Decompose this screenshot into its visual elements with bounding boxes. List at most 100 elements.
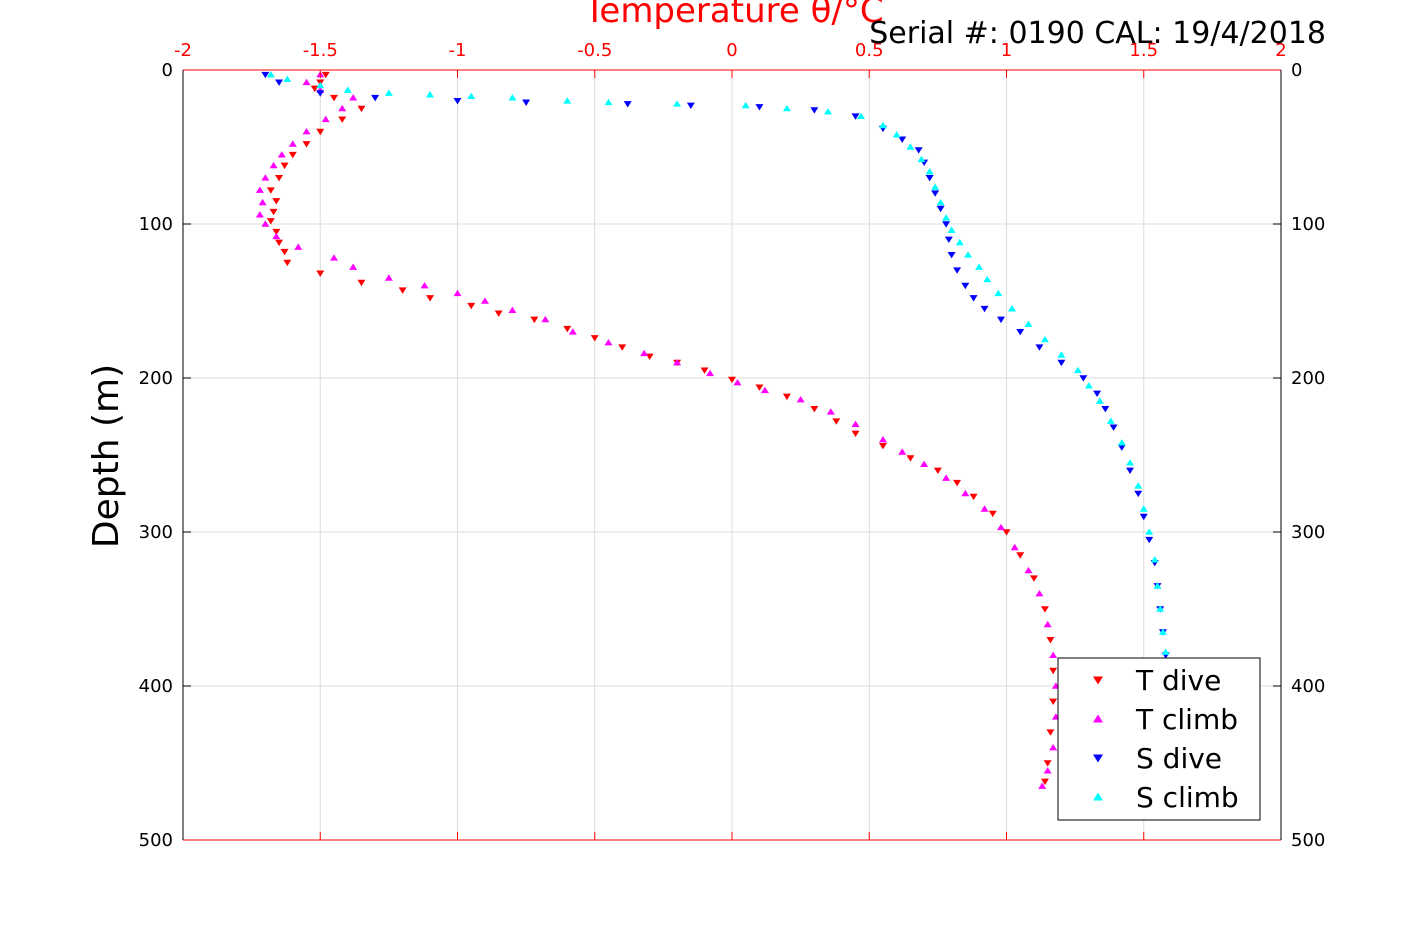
s-climb-point: [1073, 366, 1082, 374]
t-dive-point: [530, 316, 539, 324]
s-climb-point: [942, 214, 951, 221]
s-dive-point: [1139, 513, 1148, 521]
s-dive-point: [316, 90, 325, 97]
t-climb-point: [920, 460, 929, 468]
s-dive-point: [755, 104, 764, 111]
s-climb-point: [878, 121, 887, 129]
t-climb-point: [384, 274, 393, 281]
t-climb-point: [255, 186, 264, 193]
s-dive-point: [936, 205, 945, 213]
t-dive-point: [467, 302, 476, 310]
t-dive-point: [280, 162, 289, 170]
x-tick-label: -1: [449, 40, 467, 61]
t-climb-point: [673, 359, 682, 366]
legend-marker: [1093, 714, 1103, 723]
s-dive-point: [1093, 390, 1102, 397]
t-climb-point: [288, 140, 297, 147]
t-climb-point: [706, 369, 715, 377]
t-dive-point: [590, 335, 599, 342]
s-dive-point: [1079, 375, 1088, 382]
s-climb-point: [1106, 417, 1115, 424]
t-dive-point: [1016, 552, 1025, 559]
legend-label: T climb: [1135, 703, 1238, 736]
t-dive-point: [1049, 698, 1058, 705]
t-dive-point: [272, 198, 281, 205]
t-dive-point: [618, 344, 627, 351]
legend-marker: [1093, 792, 1103, 801]
s-dive-point: [961, 282, 970, 290]
t-climb-point: [349, 263, 358, 270]
s-climb-point: [1057, 351, 1066, 358]
y-tick-label-right: 400: [1291, 676, 1325, 697]
t-climb-point: [269, 161, 278, 169]
s-climb-point: [316, 81, 325, 89]
t-dive-point: [266, 218, 275, 225]
s-climb-point: [931, 183, 940, 190]
y-tick-label-left: 300: [139, 522, 173, 543]
t-dive-point: [338, 116, 347, 123]
t-dive-point: [357, 105, 366, 113]
s-climb-point: [266, 71, 275, 78]
t-climb-point: [541, 315, 550, 323]
t-dive-point: [1049, 667, 1058, 675]
t-dive-point: [316, 270, 325, 277]
s-dive-point: [953, 267, 962, 274]
y-axis-label: Depth (m): [86, 364, 127, 548]
s-dive-point: [810, 107, 819, 114]
x-tick-label: 1.5: [1129, 40, 1158, 61]
s-climb-point: [1156, 605, 1165, 612]
t-dive-point: [272, 228, 281, 236]
s-dive-point: [944, 236, 953, 243]
x-tick-label: 2: [1275, 40, 1286, 61]
s-climb-point: [604, 98, 613, 106]
s-climb-point: [964, 251, 973, 258]
s-climb-point: [917, 155, 926, 163]
s-climb-point: [857, 112, 866, 119]
legend-label: S dive: [1136, 742, 1222, 775]
legend-label: T dive: [1135, 664, 1221, 697]
s-climb-point: [994, 289, 1003, 297]
y-tick-label-left: 100: [139, 214, 173, 235]
s-dive-point: [925, 175, 934, 182]
t-climb-point: [1035, 590, 1044, 597]
s-climb-point: [1158, 628, 1167, 635]
legend-marker: [1093, 676, 1103, 685]
t-climb-point: [1043, 767, 1052, 774]
s-dive-point: [1126, 467, 1135, 474]
s-climb-point: [283, 75, 292, 83]
t-dive-point: [851, 430, 860, 438]
t-climb-point: [453, 289, 462, 297]
t-dive-point: [275, 175, 284, 182]
t-climb-point: [640, 349, 649, 357]
x-tick-label: 0: [726, 40, 737, 61]
t-climb-point: [898, 448, 907, 455]
t-climb-point: [1049, 651, 1058, 658]
t-dive-point: [878, 442, 887, 450]
s-climb-point: [1139, 505, 1148, 512]
s-dive-point: [947, 252, 956, 259]
t-climb-point: [258, 198, 267, 206]
t-dive-point: [1043, 760, 1052, 767]
t-dive-point: [953, 479, 962, 487]
legend: T dive T climb S dive S climb: [1057, 657, 1261, 821]
t-dive-point: [288, 151, 297, 159]
t-dive-point: [1029, 575, 1038, 582]
t-dive-point: [810, 406, 819, 413]
s-climb-point: [1117, 439, 1126, 446]
y-tick-label-left: 400: [139, 676, 173, 697]
t-dive-point: [1046, 637, 1055, 644]
s-climb-point: [906, 143, 915, 150]
t-climb-point: [733, 379, 742, 386]
s-climb-point: [426, 91, 435, 98]
t-dive-point: [1046, 729, 1055, 736]
t-climb-point: [1010, 543, 1019, 551]
t-climb-point: [420, 282, 429, 289]
s-dive-point: [980, 305, 989, 313]
t-dive-point: [269, 208, 278, 216]
t-dive-point: [988, 510, 997, 518]
y-tick-label-left: 500: [139, 830, 173, 851]
chart-title: Temperature θ/°C: [583, 0, 883, 31]
s-climb-point: [1134, 482, 1143, 489]
t-climb-point: [1049, 744, 1058, 751]
